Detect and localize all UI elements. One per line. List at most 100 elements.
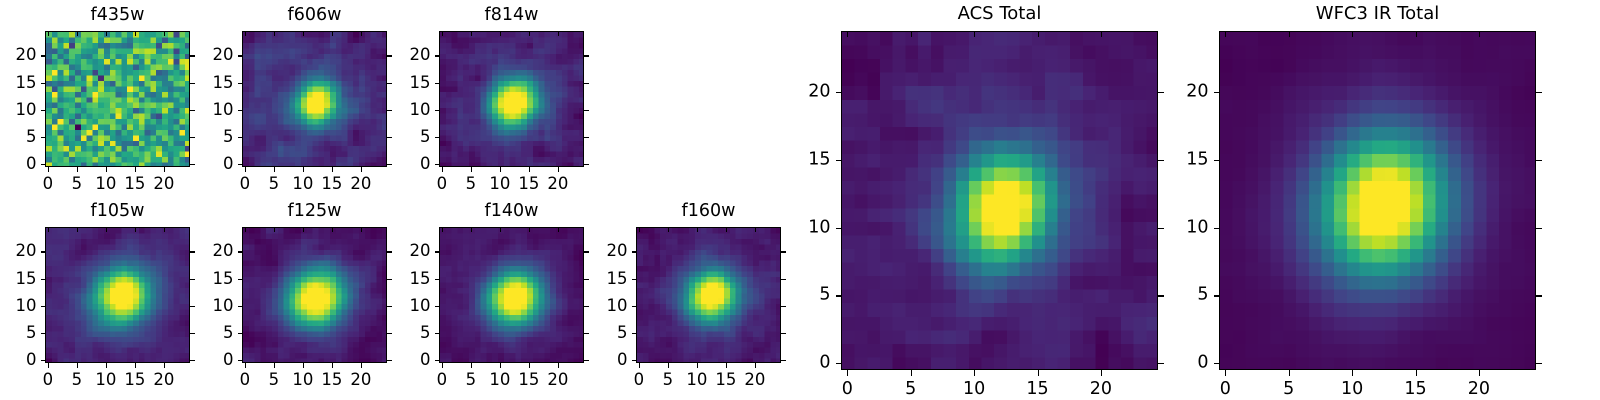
y-tick-right [387, 251, 392, 253]
x-tick-top [528, 227, 530, 232]
y-tick-right [781, 278, 786, 280]
x-tick-label: 20 [153, 173, 175, 193]
y-tick-right [781, 305, 786, 307]
x-tick-top [1352, 31, 1354, 37]
y-tick-label: 0 [420, 154, 431, 174]
x-tick-top [76, 227, 78, 232]
x-tick-top [331, 227, 333, 232]
x-tick [499, 363, 501, 368]
x-tick-top [134, 227, 136, 232]
x-tick [910, 370, 912, 376]
x-tick-label: 10 [292, 173, 314, 193]
x-tick [302, 167, 304, 172]
x-tick-label: 0 [1219, 378, 1231, 399]
x-tick-label: 10 [962, 378, 986, 399]
heatmap-image [842, 32, 1157, 369]
axes-frame [636, 227, 781, 363]
x-tick-label: 5 [662, 369, 674, 389]
y-tick-right [387, 82, 392, 84]
y-tick [40, 109, 45, 111]
y-tick [434, 305, 439, 307]
x-tick-top [302, 227, 304, 232]
x-tick-top [470, 31, 472, 36]
y-tick-right [190, 278, 195, 280]
y-tick-label: 15 [212, 268, 234, 288]
y-tick-right [387, 55, 392, 57]
panel-title: WFC3 IR Total [1315, 3, 1440, 24]
y-tick [835, 363, 841, 365]
y-tick-label: 20 [15, 241, 37, 261]
y-tick [237, 164, 242, 166]
x-tick-top [273, 227, 275, 232]
y-tick [434, 164, 439, 166]
x-tick-top [557, 227, 559, 232]
x-tick-label: 20 [744, 369, 766, 389]
x-tick [725, 363, 727, 368]
x-tick [163, 363, 165, 368]
y-tick [237, 333, 242, 335]
y-tick [631, 360, 636, 362]
x-tick-label: 15 [321, 173, 343, 193]
y-tick [434, 333, 439, 335]
x-tick [134, 167, 136, 172]
x-tick-label: 10 [95, 173, 117, 193]
x-tick [105, 167, 107, 172]
panel-title: f125w [287, 201, 342, 221]
x-tick-top [667, 227, 669, 232]
y-tick-label: 0 [420, 350, 431, 370]
y-tick [835, 159, 841, 161]
y-tick-right [190, 55, 195, 57]
x-tick [470, 167, 472, 172]
y-tick-label: 15 [409, 268, 431, 288]
x-tick [974, 370, 976, 376]
y-tick [40, 55, 45, 57]
x-tick-top [273, 31, 275, 36]
y-tick-right [387, 305, 392, 307]
y-tick-right [190, 305, 195, 307]
axes-frame [841, 31, 1158, 370]
y-tick-label: 15 [1186, 149, 1209, 170]
x-tick-top [47, 31, 49, 36]
y-tick-right [1158, 295, 1164, 297]
y-tick-right [584, 305, 589, 307]
y-tick [434, 278, 439, 280]
x-tick [1225, 370, 1227, 376]
y-tick [237, 360, 242, 362]
y-tick [434, 360, 439, 362]
x-tick-label: 5 [905, 378, 917, 399]
y-tick-label: 10 [212, 99, 234, 119]
x-tick-top [1225, 31, 1227, 37]
y-tick-right [1158, 92, 1164, 94]
x-tick [667, 363, 669, 368]
x-tick [302, 363, 304, 368]
x-tick-label: 15 [124, 173, 146, 193]
axes-frame [439, 227, 584, 363]
y-tick-right [190, 360, 195, 362]
x-tick-label: 10 [95, 369, 117, 389]
y-tick-right [1536, 159, 1542, 161]
axes-frame [242, 227, 387, 363]
y-tick-right [190, 109, 195, 111]
x-tick-label: 15 [518, 173, 540, 193]
panel-title: ACS Total [957, 3, 1042, 24]
x-tick [163, 167, 165, 172]
x-tick [528, 363, 530, 368]
y-tick-label: 0 [1197, 352, 1209, 373]
y-tick-label: 5 [26, 126, 37, 146]
x-tick-label: 5 [465, 369, 477, 389]
x-tick [273, 363, 275, 368]
x-tick-label: 15 [715, 369, 737, 389]
x-tick [360, 363, 362, 368]
y-tick [631, 305, 636, 307]
x-tick-top [441, 227, 443, 232]
y-tick-label: 15 [409, 72, 431, 92]
x-tick-top [754, 227, 756, 232]
y-tick [434, 137, 439, 139]
y-tick-right [1536, 92, 1542, 94]
x-tick-label: 0 [239, 369, 251, 389]
x-tick-label: 20 [350, 173, 372, 193]
y-tick-right [584, 278, 589, 280]
x-tick-label: 20 [153, 369, 175, 389]
y-tick-label: 10 [15, 99, 37, 119]
